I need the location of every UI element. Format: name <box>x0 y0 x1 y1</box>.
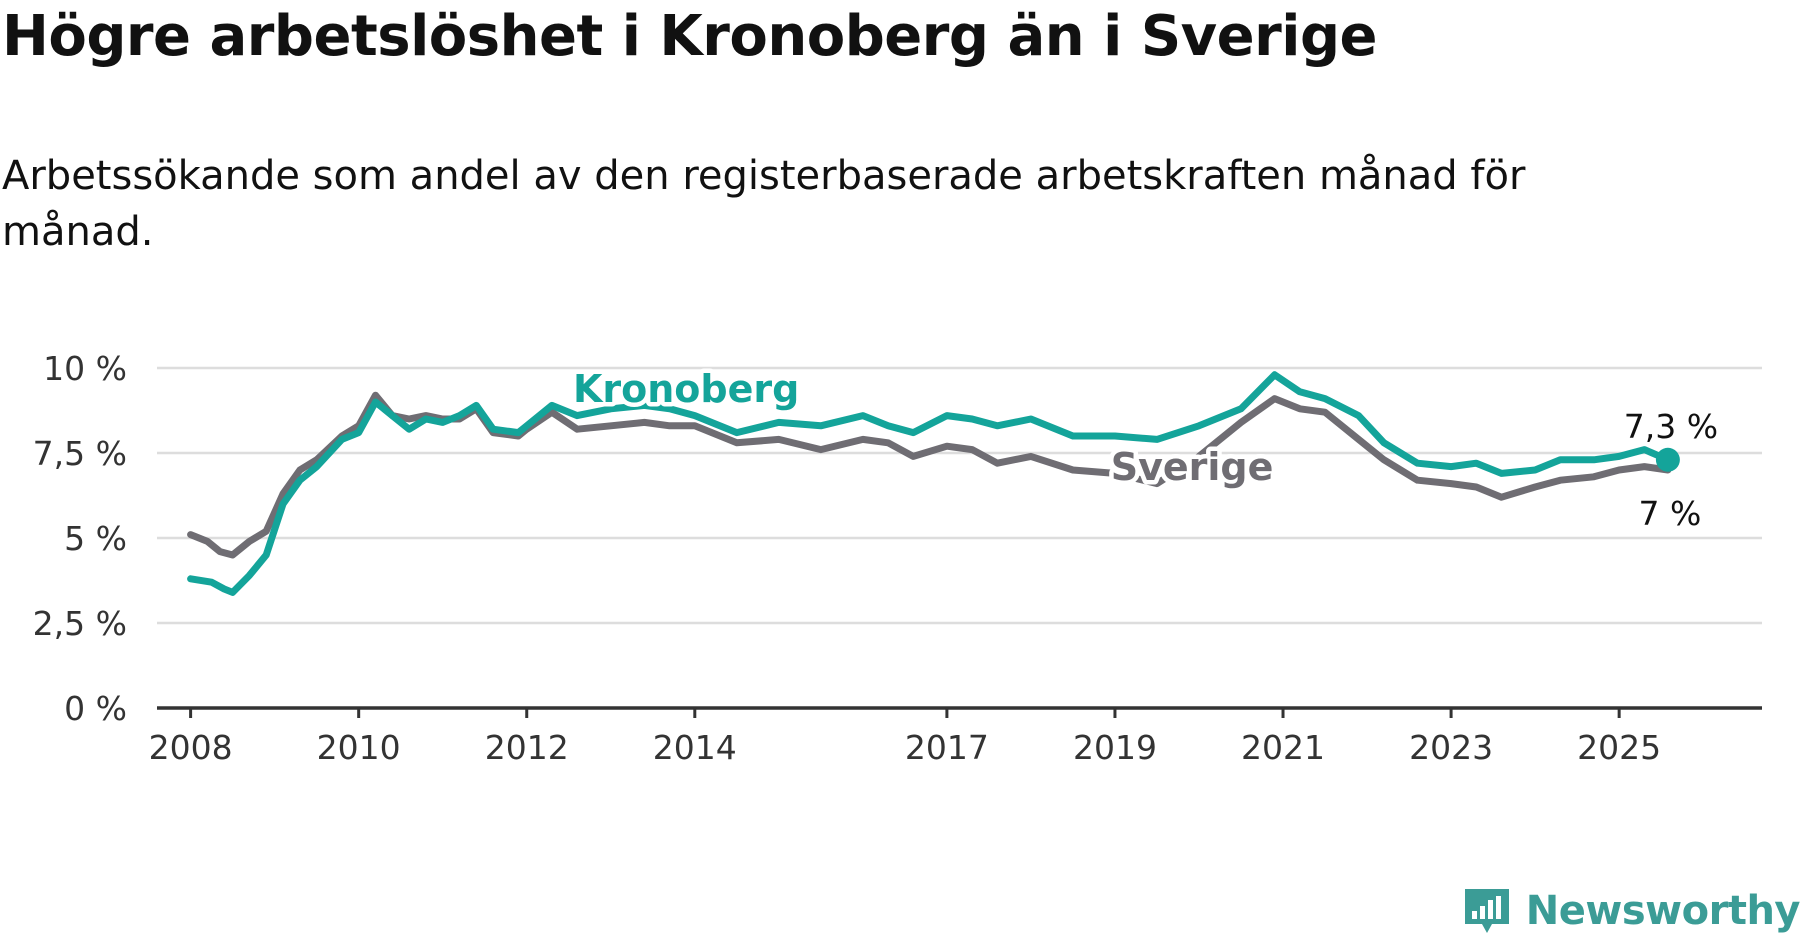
x-axis: 2008 2010 2012 2014 2017 2019 2021 2023 2025 <box>149 706 1762 767</box>
brand: Newsworthy <box>1462 886 1800 936</box>
page-subtitle: Arbetssökande som andel av den registerb… <box>2 153 1526 255</box>
y-tick-label: 2,5 % <box>33 604 127 643</box>
x-tick-label: 2008 <box>149 728 233 767</box>
series-label-kronoberg: Kronoberg <box>573 367 799 411</box>
page-title: Högre arbetslöshet i Kronoberg än i Sver… <box>2 4 1378 69</box>
x-tick-label: 2021 <box>1241 728 1325 767</box>
series-line-kronoberg <box>187 371 1672 596</box>
brand-name: Newsworthy <box>1525 888 1800 934</box>
series-label-sverige: Sverige <box>1111 445 1274 489</box>
series-labels: Kronoberg Sverige 7,3 % 7 % <box>568 363 1718 534</box>
x-tick-label: 2019 <box>1073 728 1157 767</box>
y-tick-label: 10 % <box>43 349 127 388</box>
grid-lines <box>157 366 1762 625</box>
y-axis: 0 % 2,5 % 5 % 7,5 % 10 % <box>33 349 127 728</box>
x-tick-label: 2025 <box>1577 728 1661 767</box>
end-label-kronoberg: 7,3 % <box>1624 407 1718 446</box>
y-tick-label: 5 % <box>64 519 127 558</box>
y-tick-label: 7,5 % <box>33 434 127 473</box>
x-tick-label: 2017 <box>905 728 989 767</box>
end-label-sverige: 7 % <box>1638 494 1701 533</box>
x-tick-label: 2010 <box>317 728 401 767</box>
y-tick-label: 0 % <box>64 689 127 728</box>
x-tick-label: 2012 <box>485 728 569 767</box>
end-point-kronoberg <box>1655 447 1680 472</box>
series-line-sverige <box>187 391 1672 559</box>
newsworthy-logo-icon <box>1464 889 1509 933</box>
x-tick-label: 2023 <box>1409 728 1493 767</box>
x-tick-label: 2014 <box>653 728 737 767</box>
series-lines <box>187 371 1680 596</box>
